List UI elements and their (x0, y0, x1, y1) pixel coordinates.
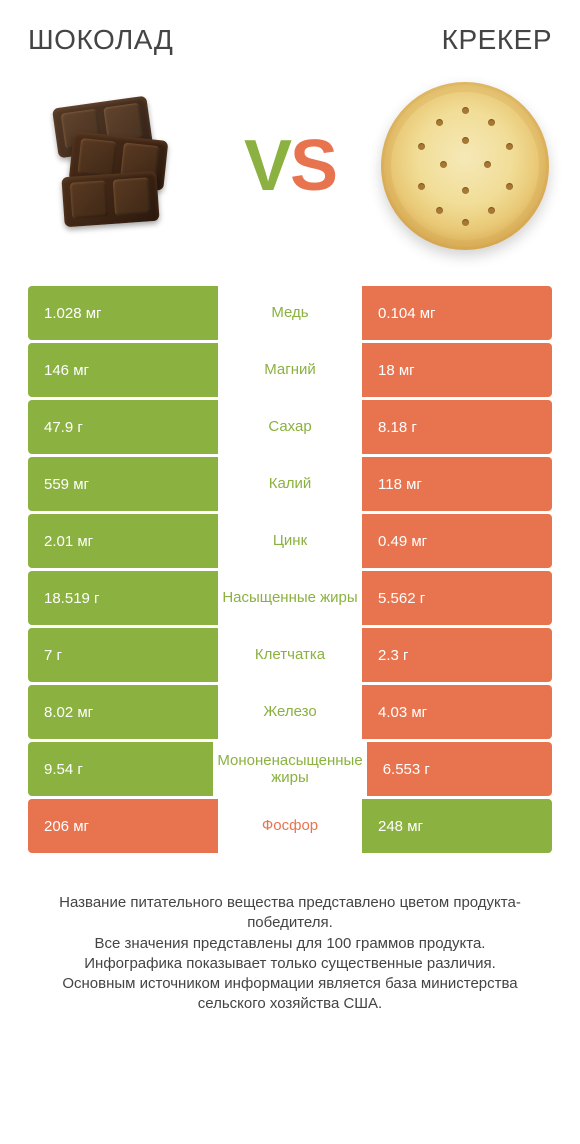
table-row: 1.028 мгМедь0.104 мг (28, 286, 552, 340)
right-value: 4.03 мг (362, 685, 552, 739)
table-row: 146 мгМагний18 мг (28, 343, 552, 397)
hero-row: VS (28, 66, 552, 266)
left-value: 1.028 мг (28, 286, 218, 340)
right-value: 2.3 г (362, 628, 552, 682)
cracker-icon (381, 82, 549, 250)
right-value: 6.553 г (367, 742, 552, 796)
vs-v: V (244, 125, 290, 207)
left-image (28, 79, 203, 254)
table-row: 2.01 мгЦинк0.49 мг (28, 514, 552, 568)
table-row: 8.02 мгЖелезо4.03 мг (28, 685, 552, 739)
table-row: 206 мгФосфор248 мг (28, 799, 552, 853)
infographic: ШОКОЛАД КРЕКЕР VS 1.028 мгМедь0.104 мг14… (0, 0, 580, 1035)
chocolate-icon (41, 96, 191, 236)
footer-line: Основным источником информации является … (32, 974, 548, 1015)
right-value: 248 мг (362, 799, 552, 853)
nutrient-label: Цинк (218, 514, 362, 568)
left-value: 9.54 г (28, 742, 213, 796)
table-row: 7 гКлетчатка2.3 г (28, 628, 552, 682)
nutrient-label: Медь (218, 286, 362, 340)
right-value: 5.562 г (362, 571, 552, 625)
footer-line: Все значения представлены для 100 граммо… (32, 934, 548, 954)
comparison-table: 1.028 мгМедь0.104 мг146 мгМагний18 мг47.… (28, 286, 552, 853)
right-value: 0.104 мг (362, 286, 552, 340)
left-title: ШОКОЛАД (28, 24, 173, 56)
left-value: 559 мг (28, 457, 218, 511)
table-row: 47.9 гСахар8.18 г (28, 400, 552, 454)
right-title: КРЕКЕР (442, 24, 552, 56)
left-value: 8.02 мг (28, 685, 218, 739)
nutrient-label: Калий (218, 457, 362, 511)
footer-line: Название питательного вещества представл… (32, 893, 548, 934)
nutrient-label: Магний (218, 343, 362, 397)
left-value: 7 г (28, 628, 218, 682)
right-image (377, 79, 552, 254)
left-value: 18.519 г (28, 571, 218, 625)
footer-line: Инфографика показывает только существенн… (32, 954, 548, 974)
nutrient-label: Фосфор (218, 799, 362, 853)
table-row: 559 мгКалий118 мг (28, 457, 552, 511)
left-value: 47.9 г (28, 400, 218, 454)
vs-s: S (290, 125, 336, 207)
nutrient-label: Сахар (218, 400, 362, 454)
table-row: 9.54 гМононенасыщенные жиры6.553 г (28, 742, 552, 796)
right-value: 18 мг (362, 343, 552, 397)
footer-note: Название питательного вещества представл… (28, 893, 552, 1015)
right-value: 118 мг (362, 457, 552, 511)
vs-label: VS (244, 125, 336, 207)
right-value: 8.18 г (362, 400, 552, 454)
nutrient-label: Насыщенные жиры (218, 571, 362, 625)
right-value: 0.49 мг (362, 514, 552, 568)
nutrient-label: Клетчатка (218, 628, 362, 682)
left-value: 146 мг (28, 343, 218, 397)
table-row: 18.519 гНасыщенные жиры5.562 г (28, 571, 552, 625)
titles-row: ШОКОЛАД КРЕКЕР (28, 24, 552, 56)
nutrient-label: Мононенасыщенные жиры (213, 742, 366, 796)
left-value: 2.01 мг (28, 514, 218, 568)
left-value: 206 мг (28, 799, 218, 853)
nutrient-label: Железо (218, 685, 362, 739)
